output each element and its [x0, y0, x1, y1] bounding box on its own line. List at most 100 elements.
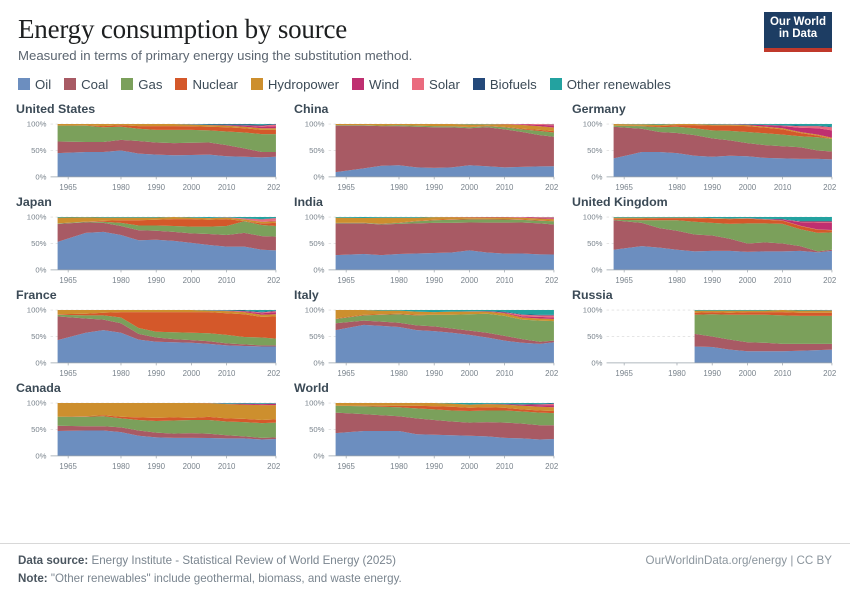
area-other-renewables — [57, 309, 276, 312]
y-tick-label: 50% — [587, 146, 603, 155]
area-coal — [335, 320, 554, 344]
area-nuclear — [57, 124, 276, 134]
area-coal — [57, 425, 276, 440]
panel-japan[interactable]: Japan 0% 50% 100% 1965 1980 1990 2000 2010 2024 — [14, 195, 280, 286]
x-tick-label: 1980 — [112, 276, 130, 285]
chart-header: Energy consumption by source Measured in… — [0, 0, 850, 65]
panel-india[interactable]: India 0% 50% 100% 1965 1980 1990 2000 2010 2024 — [292, 195, 558, 286]
panel-title: China — [294, 101, 329, 116]
y-tick-label: 0% — [313, 451, 324, 460]
page-subtitle: Measured in terms of primary energy usin… — [18, 48, 413, 64]
panel-world[interactable]: World 0% 50% 100% 1965 1980 1990 2000 2010 2024 — [292, 381, 558, 472]
area-nuclear — [57, 218, 276, 227]
legend-item-hydropower[interactable]: Hydropower — [250, 76, 339, 92]
area-biofuels — [57, 309, 276, 312]
x-tick-label: 1965 — [337, 462, 355, 471]
area-wind — [335, 309, 554, 319]
x-tick-label: 2000 — [739, 369, 757, 378]
owid-logo[interactable]: Our World in Data — [764, 12, 832, 52]
area-hydropower — [335, 309, 554, 321]
panel-title: India — [294, 194, 323, 209]
x-tick-label: 1965 — [337, 183, 355, 192]
x-tick-label: 2010 — [496, 276, 514, 285]
x-tick-label: 2024 — [823, 183, 836, 192]
legend-item-gas[interactable]: Gas — [121, 77, 162, 92]
area-hydropower — [57, 309, 276, 317]
legend-item-other-renewables[interactable]: Other renewables — [549, 77, 671, 92]
panel-plot-china: 0% 50% 100% 1965 1980 1990 2000 2010 2024 — [305, 120, 558, 192]
area-hydropower — [335, 402, 554, 411]
legend-item-solar[interactable]: Solar — [412, 77, 460, 92]
area-solar — [613, 123, 832, 131]
data-source-value: Energy Institute - Statistical Review of… — [91, 554, 397, 568]
area-oil — [335, 324, 554, 363]
legend-label: Nuclear — [192, 76, 238, 92]
y-tick-label: 100% — [583, 306, 603, 315]
panel-title: United Kingdom — [572, 194, 668, 209]
panel-canada[interactable]: Canada 0% 50% 100% 1965 1980 1990 2000 2010 2024 — [14, 381, 280, 472]
area-nuclear — [613, 217, 832, 233]
panel-plot-united-states: 0% 50% 100% 1965 1980 1990 2000 2010 2024 — [27, 120, 280, 192]
area-other-renewables — [335, 309, 554, 315]
panel-plot-russia: 0% 50% 100% 1965 1980 1990 2000 2010 2024 — [583, 306, 836, 378]
x-tick-label: 2010 — [774, 369, 792, 378]
panel-title: World — [294, 380, 329, 395]
x-tick-label: 2000 — [183, 369, 201, 378]
x-tick-label: 2000 — [461, 276, 479, 285]
y-tick-label: 0% — [35, 172, 46, 181]
area-wind — [694, 309, 832, 311]
area-nuclear — [335, 405, 554, 413]
panel-germany[interactable]: Germany 0% 50% 100% 1965 1980 1990 2000 2010 2024 — [570, 102, 836, 193]
panel-title: Canada — [16, 380, 61, 395]
area-oil — [57, 231, 276, 270]
x-tick-label: 2010 — [218, 369, 236, 378]
x-tick-label: 1980 — [390, 183, 408, 192]
panel-plot-world: 0% 50% 100% 1965 1980 1990 2000 2010 2024 — [305, 399, 558, 471]
area-hydropower — [613, 123, 832, 139]
panel-italy[interactable]: Italy 0% 50% 100% 1965 1980 1990 2000 2010 2024 — [292, 288, 558, 379]
area-coal — [57, 315, 276, 347]
y-tick-label: 100% — [583, 120, 603, 129]
y-tick-label: 0% — [35, 451, 46, 460]
y-tick-label: 0% — [591, 265, 602, 274]
area-gas — [613, 219, 832, 251]
x-tick-label: 2000 — [183, 183, 201, 192]
area-other-renewables — [335, 216, 554, 218]
legend-item-nuclear[interactable]: Nuclear — [175, 76, 238, 92]
panel-united-states[interactable]: United States 0% 50% 100% 1965 1980 1990 2000 20… — [14, 102, 280, 193]
legend-item-oil[interactable]: Oil — [18, 77, 51, 92]
x-tick-label: 1965 — [337, 369, 355, 378]
y-tick-label: 0% — [35, 358, 46, 367]
area-gas — [694, 313, 832, 344]
area-hydropower — [335, 216, 554, 224]
legend-item-coal[interactable]: Coal — [64, 77, 108, 92]
panel-united-kingdom[interactable]: United Kingdom 0% 50% 100% 1965 1980 1990 2000 2… — [570, 195, 836, 286]
x-tick-label: 2000 — [461, 369, 479, 378]
x-tick-label: 1990 — [703, 183, 721, 192]
y-tick-label: 50% — [309, 425, 325, 434]
legend-item-wind[interactable]: Wind — [352, 77, 399, 92]
panel-china[interactable]: China 0% 50% 100% 1965 1980 1990 2000 2010 2024 — [292, 102, 558, 193]
x-tick-label: 1980 — [112, 183, 130, 192]
x-tick-label: 1965 — [615, 369, 633, 378]
x-tick-label: 1990 — [703, 276, 721, 285]
panel-plot-india: 0% 50% 100% 1965 1980 1990 2000 2010 2024 — [305, 213, 558, 285]
area-hydropower — [335, 123, 554, 131]
y-tick-label: 50% — [587, 239, 603, 248]
y-tick-label: 50% — [31, 332, 47, 341]
panel-title: United States — [16, 101, 96, 116]
y-tick-label: 100% — [27, 399, 47, 408]
x-tick-label: 2024 — [545, 462, 558, 471]
legend-swatch-icon — [549, 78, 562, 91]
legend-label: Hydropower — [267, 76, 339, 92]
area-coal — [613, 219, 832, 253]
x-tick-label: 2010 — [218, 276, 236, 285]
area-biofuels — [613, 123, 832, 127]
legend-item-biofuels[interactable]: Biofuels — [472, 77, 537, 92]
panel-russia[interactable]: Russia 0% 50% 100% 1965 1980 1990 2000 2010 2024 — [570, 288, 836, 379]
attribution-link[interactable]: OurWorldinData.org/energy | CC BY — [645, 554, 832, 568]
y-tick-label: 0% — [591, 172, 602, 181]
y-tick-label: 50% — [31, 239, 47, 248]
panel-france[interactable]: France 0% 50% 100% 1965 1980 1990 2000 2010 2024 — [14, 288, 280, 379]
